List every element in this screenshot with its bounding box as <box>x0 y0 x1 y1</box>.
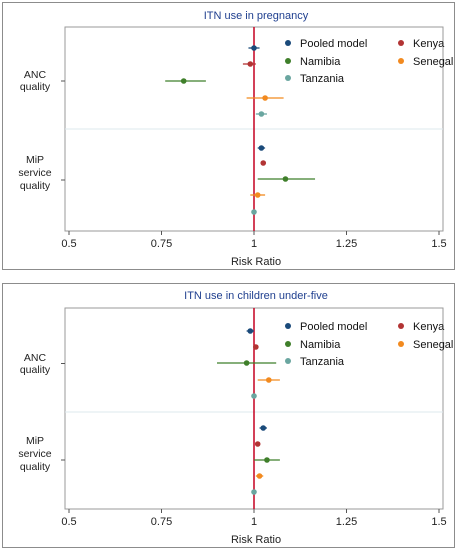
group-label: quality <box>20 364 51 376</box>
legend-marker <box>398 341 404 347</box>
x-tick-label: 0.75 <box>151 238 172 250</box>
x-axis-label: Risk Ratio <box>231 256 281 268</box>
legend-marker <box>285 58 291 64</box>
x-tick-label: 0.5 <box>61 238 76 250</box>
x-tick-label: 0.75 <box>151 516 172 528</box>
x-tick-label: 1.25 <box>336 238 357 250</box>
estimate-point <box>180 78 187 84</box>
x-tick-label: 1 <box>251 516 257 528</box>
group-label: quality <box>20 461 51 473</box>
legend-marker <box>285 358 291 364</box>
x-axis-label: Risk Ratio <box>231 534 281 546</box>
chart-title: ITN use in pregnancy <box>204 10 309 22</box>
x-tick-label: 1 <box>251 238 257 250</box>
group-label: ANC <box>24 352 47 364</box>
group-label: service <box>18 167 51 179</box>
estimate-point <box>253 344 259 350</box>
chart-title: ITN use in children under-five <box>184 290 328 302</box>
legend-marker <box>285 341 291 347</box>
estimate-point <box>251 489 257 495</box>
x-tick-label: 1.25 <box>336 516 357 528</box>
group-label: MiP <box>26 435 44 447</box>
group-label: quality <box>20 81 51 93</box>
legend-label: Kenya <box>413 321 445 333</box>
estimate-point <box>256 473 263 479</box>
legend-label: Pooled model <box>300 321 367 333</box>
legend-label: Senegal <box>413 339 453 351</box>
legend-marker <box>398 323 404 329</box>
estimate-point <box>254 441 261 447</box>
estimate-point <box>251 45 257 51</box>
group-label: ANC <box>24 69 47 81</box>
estimate-point <box>258 111 265 117</box>
estimate-point <box>260 425 267 431</box>
group-label: service <box>18 448 51 460</box>
group-label: quality <box>20 180 51 192</box>
estimate-point <box>260 160 267 166</box>
estimate-point <box>254 192 261 198</box>
x-tick-label: 1.5 <box>431 238 446 250</box>
forest-plot-pregnancy: ITN use in pregnancy 0.5 0.75 1 1.25 1.5 Risk … <box>2 2 455 270</box>
x-tick-label: 0.5 <box>61 516 76 528</box>
forest-plot-pregnancy-svg: ITN use in pregnancy 0.5 0.75 1 1.25 1.5 Risk … <box>18 10 453 268</box>
legend-label: Senegal <box>413 56 453 68</box>
legend-label: Namibia <box>300 56 341 68</box>
legend-label: Namibia <box>300 339 341 351</box>
x-tick-label: 1.5 <box>431 516 446 528</box>
estimate-point <box>251 209 257 215</box>
estimate-point <box>282 176 289 182</box>
legend-marker <box>285 323 291 329</box>
estimate-point <box>258 145 265 151</box>
legend-label: Tanzania <box>300 356 345 368</box>
legend-marker <box>398 40 404 46</box>
estimate-point <box>266 377 272 383</box>
estimate-point <box>262 95 268 101</box>
estimate-point <box>247 61 254 67</box>
forest-plot-under-five-svg: ITN use in children under-five 0.5 0.75 1 1.… <box>18 290 453 546</box>
legend-marker <box>398 58 404 64</box>
legend-marker <box>285 75 291 81</box>
legend-label: Kenya <box>413 38 445 50</box>
estimate-point <box>251 393 257 399</box>
estimate-point <box>243 360 250 366</box>
legend-label: Tanzania <box>300 73 345 85</box>
estimate-point <box>264 457 270 463</box>
forest-plot-under-five: ITN use in children under-five 0.5 0.75 1 1.… <box>2 283 455 548</box>
legend-marker <box>285 40 291 46</box>
estimate-point <box>247 328 254 334</box>
legend-label: Pooled model <box>300 38 367 50</box>
group-label: MiP <box>26 154 44 166</box>
